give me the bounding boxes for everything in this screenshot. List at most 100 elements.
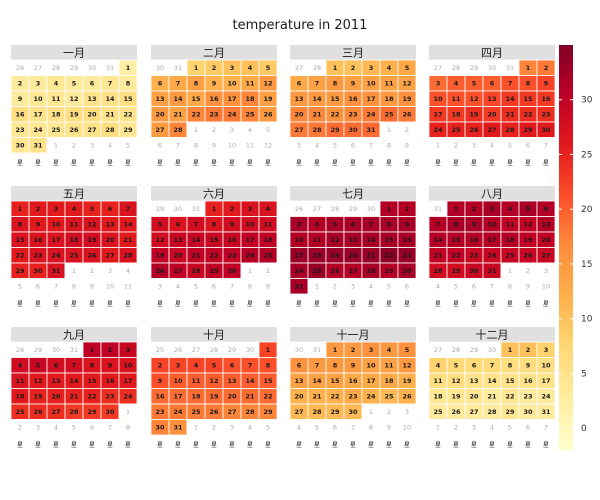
day-number: 5	[508, 424, 512, 432]
day-number: 28	[505, 126, 515, 134]
day-number: 9	[230, 221, 235, 229]
weekday-label: 星	[265, 442, 271, 449]
day-number: 20	[294, 111, 304, 119]
day-number: 12	[469, 95, 478, 103]
day-number: 15	[505, 377, 515, 385]
day-number: 28	[245, 408, 255, 416]
day-number: 25	[51, 126, 61, 134]
weekday-label: 星	[157, 160, 163, 167]
weekday-label: 星	[193, 442, 199, 449]
day-number: 31	[106, 64, 114, 72]
day-number: 6	[108, 205, 113, 213]
day-number: 4	[436, 362, 441, 370]
day-number: 30	[227, 267, 237, 275]
day-number: 26	[402, 111, 412, 119]
day-number: 26	[469, 126, 479, 134]
day-number: 31	[294, 283, 304, 291]
day-number: 15	[330, 377, 340, 385]
day-number: 28	[433, 267, 443, 275]
day-number: 16	[469, 236, 479, 244]
day-number: 5	[158, 221, 163, 229]
day-number: 23	[33, 252, 42, 260]
day-number: 13	[348, 236, 357, 244]
weekday-label: 星	[525, 442, 531, 449]
day-number: 11	[69, 221, 79, 229]
day-number: 13	[155, 95, 164, 103]
day-number: 22	[330, 111, 339, 119]
day-number: 12	[402, 80, 411, 88]
day-number: 6	[405, 283, 409, 291]
day-number: 5	[194, 283, 198, 291]
day-number: 2	[18, 80, 23, 88]
day-number: 3	[158, 283, 162, 291]
day-number: 1	[126, 64, 131, 72]
day-number: 10	[123, 362, 133, 370]
day-number: 3	[490, 205, 495, 213]
day-number: 13	[294, 377, 303, 385]
day-number: 19	[155, 252, 165, 260]
day-number: 26	[155, 267, 165, 275]
month-label: 五月	[63, 188, 85, 201]
weekday-label: 星	[386, 160, 392, 167]
day-number: 9	[108, 362, 113, 370]
day-number: 2	[212, 126, 216, 134]
day-number: 10	[245, 221, 255, 229]
weekday-label: 星	[53, 160, 59, 167]
day-number: 27	[34, 64, 42, 72]
weekday-label: 星	[229, 442, 235, 449]
day-number: 12	[263, 80, 272, 88]
day-number: 5	[126, 142, 130, 150]
day-number: 11	[451, 95, 461, 103]
day-number: 29	[34, 346, 42, 354]
weekday-label: 星	[404, 442, 410, 449]
day-number: 28	[452, 346, 460, 354]
day-number: 2	[544, 64, 549, 72]
colorbar-tick-label: 25	[581, 150, 592, 160]
day-number: 3	[544, 346, 549, 354]
day-number: 26	[69, 126, 79, 134]
weekday-label: 星	[453, 442, 459, 449]
day-number: 29	[228, 346, 236, 354]
day-number: 28	[312, 126, 322, 134]
day-number: 2	[333, 283, 337, 291]
day-number: 20	[294, 393, 304, 401]
colorbar-tick-label: 20	[581, 205, 593, 215]
day-number: 6	[36, 283, 40, 291]
day-number: 17	[433, 111, 442, 119]
day-number: 6	[297, 362, 302, 370]
day-number: 4	[454, 80, 459, 88]
day-number: 21	[123, 236, 133, 244]
day-number: 9	[266, 283, 270, 291]
day-number: 31	[313, 346, 321, 354]
day-number: 30	[88, 64, 96, 72]
day-number: 6	[351, 221, 356, 229]
day-number: 10	[106, 283, 114, 291]
day-number: 21	[191, 252, 201, 260]
day-number: 11	[433, 377, 443, 385]
day-number: 7	[108, 424, 112, 432]
day-number: 4	[108, 142, 112, 150]
day-number: 5	[266, 424, 270, 432]
day-number: 30	[105, 408, 115, 416]
day-number: 27	[87, 126, 96, 134]
weekday-label: 星	[507, 301, 513, 308]
day-number: 30	[246, 346, 254, 354]
day-number: 4	[126, 267, 130, 275]
day-number: 7	[248, 362, 253, 370]
day-number: 10	[542, 283, 550, 291]
day-number: 8	[526, 80, 531, 88]
day-number: 22	[451, 252, 460, 260]
weekday-label: 星	[296, 442, 302, 449]
day-number: 16	[541, 95, 551, 103]
weekday-label: 星	[332, 160, 338, 167]
outside-day-cell	[118, 137, 138, 154]
day-number: 3	[230, 126, 234, 134]
day-number: 18	[191, 393, 201, 401]
month-label: 十二月	[476, 328, 509, 342]
day-number: 19	[523, 236, 533, 244]
weekday-label: 星	[543, 442, 549, 449]
day-number: 16	[209, 95, 219, 103]
day-number: 19	[469, 111, 479, 119]
day-number: 19	[263, 95, 273, 103]
day-number: 11	[505, 221, 515, 229]
